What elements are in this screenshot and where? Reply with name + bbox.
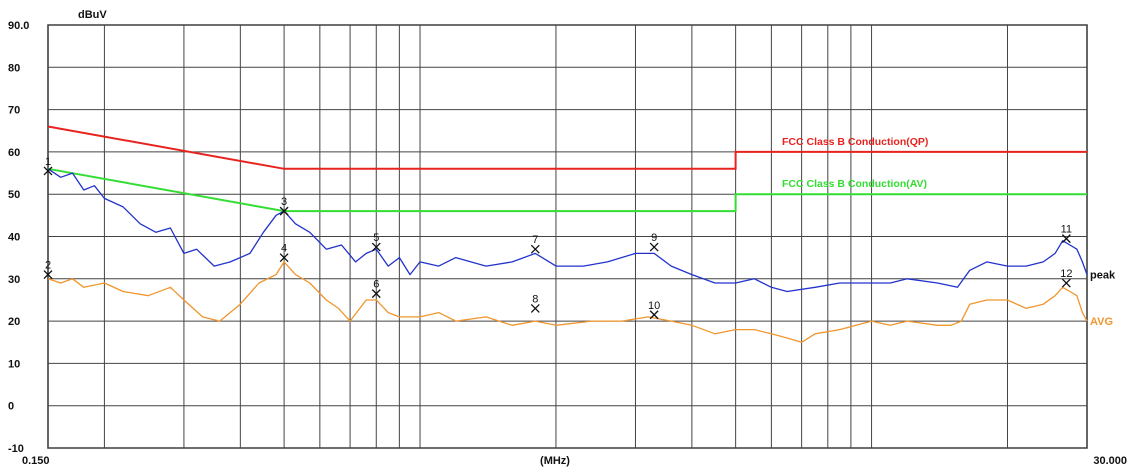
marker-12: 12 — [1060, 268, 1072, 288]
marker-4: 4 — [279, 243, 289, 263]
marker-5: 5 — [371, 232, 381, 252]
x-tick-min: 0.150 — [22, 455, 50, 467]
trace-avg — [47, 261, 1088, 343]
marker-9: 9 — [649, 232, 659, 252]
y-tick-label: 0 — [8, 401, 14, 413]
marker-label: 9 — [651, 232, 657, 244]
y-tick-label: 90.0 — [8, 20, 29, 32]
y-tick-label: 30 — [8, 274, 20, 286]
trace-peak — [47, 168, 1088, 293]
y-tick-label: 40 — [8, 232, 20, 244]
y-tick-label: 20 — [8, 316, 20, 328]
trace-label-avg: AVG — [1090, 316, 1113, 328]
marker-label: 11 — [1061, 224, 1072, 236]
y-tick-label: 60 — [8, 147, 20, 159]
marker-label: 7 — [532, 234, 538, 246]
limit-label-2: FCC Class B Conduction(AV) — [782, 178, 927, 190]
y-tick-label: -10 — [8, 443, 24, 455]
marker-10: 10 — [648, 300, 660, 320]
marker-label: 6 — [373, 279, 379, 291]
marker-6: 6 — [371, 279, 381, 299]
limit-lines — [47, 125, 1087, 213]
limit-label-1: FCC Class B Conduction(QP) — [782, 136, 928, 148]
marker-label: 10 — [648, 300, 660, 312]
marker-1: 1 — [43, 156, 53, 176]
traces — [47, 168, 1088, 343]
limit-line-2 — [47, 167, 1087, 213]
y-tick-label: 80 — [8, 62, 20, 74]
y-tick-label: 10 — [8, 358, 20, 370]
marker-label: 1 — [45, 156, 51, 168]
marker-11: 11 — [1061, 224, 1072, 244]
y-tick-label: 50 — [8, 189, 20, 201]
y-tick-label: 70 — [8, 105, 20, 117]
trace-label-peak: peak — [1090, 270, 1116, 282]
marker-8: 8 — [530, 293, 540, 313]
marker-2: 2 — [43, 260, 53, 280]
marker-7: 7 — [530, 234, 540, 254]
marker-label: 12 — [1060, 268, 1072, 280]
grid: 90.0 80 70 60 50 40 30 20 10 0 -10 — [8, 20, 1088, 455]
x-tick-max: 30.000 — [1093, 455, 1127, 467]
marker-label: 3 — [281, 196, 287, 208]
y-axis-unit: dBuV — [78, 9, 107, 21]
x-axis-unit: (MHz) — [540, 455, 570, 467]
labels: FCC Class B Conduction(QP) FCC Class B Co… — [782, 136, 1116, 328]
marker-label: 4 — [281, 243, 287, 255]
marker-label: 2 — [45, 260, 51, 272]
limit-line-1 — [47, 125, 1087, 170]
marker-label: 5 — [373, 232, 379, 244]
marker-label: 8 — [532, 293, 538, 305]
marker-3: 3 — [279, 196, 289, 216]
